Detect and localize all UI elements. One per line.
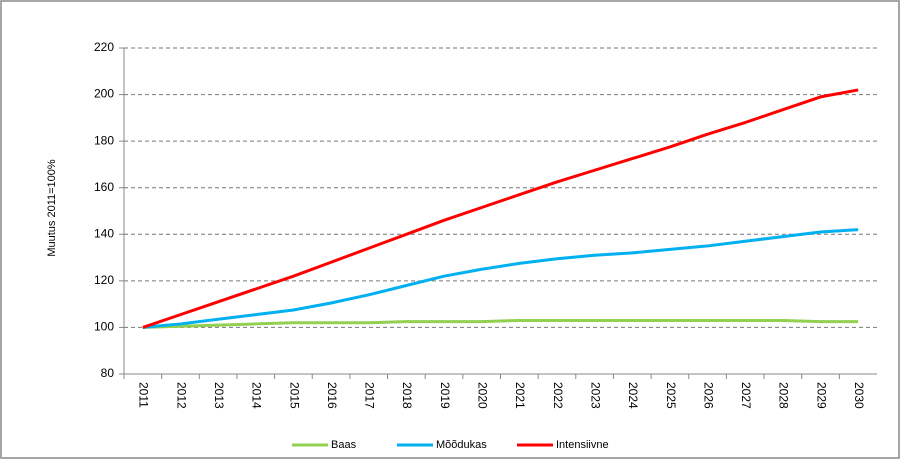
x-tick-label: 2012 bbox=[174, 382, 188, 409]
x-tick-label: 2025 bbox=[664, 382, 678, 409]
y-tick-label: 100 bbox=[94, 320, 114, 334]
x-tick-label: 2019 bbox=[438, 382, 452, 409]
x-tick-label: 2022 bbox=[551, 382, 565, 409]
series-line bbox=[142, 88, 859, 329]
x-tick-label: 2029 bbox=[814, 382, 828, 409]
y-tick-label: 220 bbox=[94, 40, 114, 54]
y-tick-label: 120 bbox=[94, 273, 114, 287]
x-tick-label: 2013 bbox=[212, 382, 226, 409]
series-line bbox=[142, 228, 859, 329]
legend-label: Intensiivne bbox=[556, 439, 609, 451]
x-tick-label: 2021 bbox=[513, 382, 527, 409]
x-tick-label: 2027 bbox=[739, 382, 753, 409]
x-tick-label: 2028 bbox=[777, 382, 791, 409]
legend-label: Mõõdukas bbox=[436, 439, 487, 451]
y-tick-label: 140 bbox=[94, 226, 114, 240]
x-tick-label: 2020 bbox=[476, 382, 490, 409]
x-tick-label: 2011 bbox=[137, 382, 151, 408]
x-tick-label: 2026 bbox=[701, 382, 715, 409]
x-tick-label: 2018 bbox=[400, 382, 414, 409]
x-tick-label: 2014 bbox=[250, 382, 264, 409]
x-tick-label: 2016 bbox=[325, 382, 339, 409]
y-tick-label: 160 bbox=[94, 180, 114, 194]
series-line bbox=[142, 318, 859, 329]
y-tick-label: 80 bbox=[101, 366, 115, 380]
x-tick-label: 2023 bbox=[588, 382, 602, 409]
y-axis-label: Muutus 2011=100% bbox=[46, 159, 58, 257]
x-tick-label: 2024 bbox=[626, 382, 640, 409]
y-tick-label: 180 bbox=[94, 133, 114, 147]
x-tick-label: 2017 bbox=[363, 382, 377, 409]
legend-label: Baas bbox=[331, 439, 357, 451]
x-tick-label: 2015 bbox=[287, 382, 301, 409]
y-tick-label: 200 bbox=[94, 87, 114, 101]
x-tick-label: 2030 bbox=[852, 382, 866, 409]
